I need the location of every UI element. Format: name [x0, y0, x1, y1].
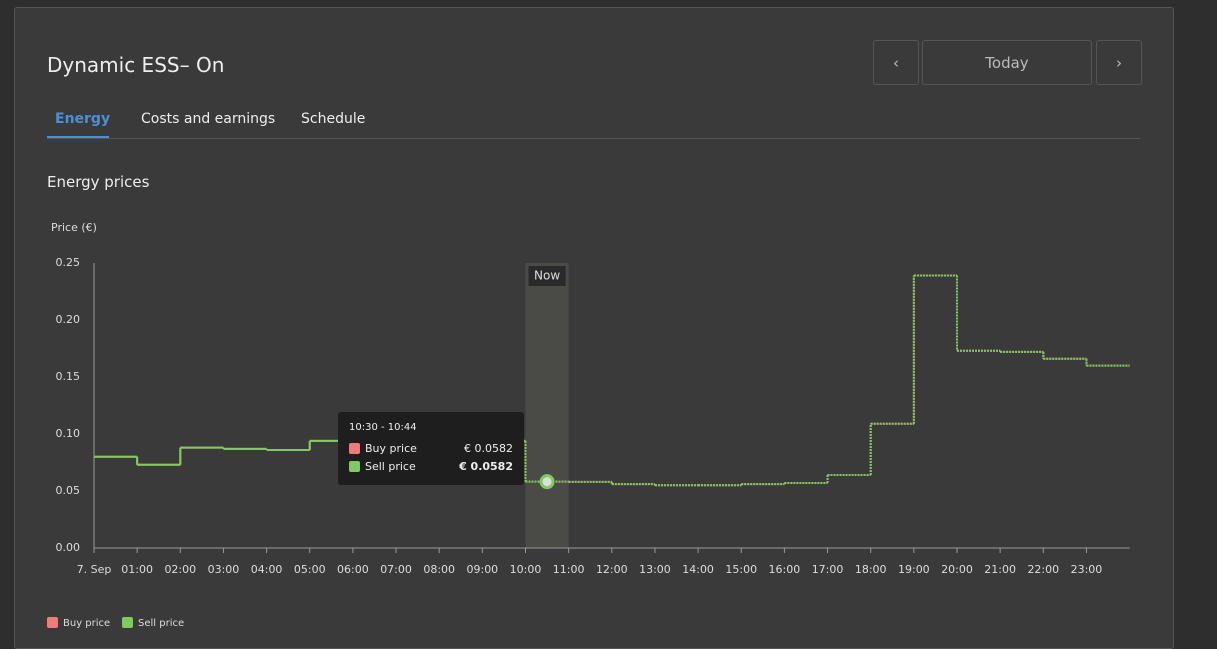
y-tick-label: 0.10: [56, 427, 81, 440]
y-tick-label: 0.15: [56, 370, 81, 383]
x-tick-label: 04:00: [251, 563, 283, 576]
x-tick-label: 18:00: [855, 563, 887, 576]
next-button[interactable]: ›: [1096, 40, 1142, 85]
tooltip-swatch: [349, 443, 360, 454]
x-tick-label: 16:00: [769, 563, 801, 576]
tab-underline: [47, 136, 109, 138]
tooltip: 10:30 - 10:44 Buy price € 0.0582 Sell pr…: [338, 412, 524, 485]
y-tick-label: 0.25: [56, 256, 81, 269]
legend-label: Sell price: [138, 618, 184, 629]
y-tick-label: 0.00: [56, 541, 81, 554]
x-tick-label: 08:00: [423, 563, 455, 576]
now-label-bg: [528, 266, 566, 286]
legend-swatch: [47, 617, 58, 628]
x-tick-label: 7. Sep: [77, 563, 112, 576]
y-tick-label: 0.20: [56, 313, 81, 326]
tab[interactable]: Energy: [55, 111, 111, 127]
date-button[interactable]: Today: [922, 40, 1092, 85]
x-tick-label: 13:00: [639, 563, 671, 576]
tab-divider: [47, 138, 1140, 139]
x-tick-label: 10:00: [510, 563, 542, 576]
tooltip-time: 10:30 - 10:44: [349, 422, 417, 433]
x-tick-label: 21:00: [984, 563, 1016, 576]
x-tick-label: 09:00: [466, 563, 498, 576]
page-title: Dynamic ESS– On: [47, 53, 225, 77]
prev-button[interactable]: ‹: [873, 40, 919, 85]
tooltip-value: € 0.0582: [464, 442, 513, 455]
section-title: Energy prices: [47, 173, 150, 191]
x-tick-label: 03:00: [208, 563, 240, 576]
x-tick-label: 02:00: [164, 563, 196, 576]
hover-point: [539, 474, 555, 490]
x-tick-label: 05:00: [294, 563, 326, 576]
tooltip-value: € 0.0582: [459, 460, 513, 473]
y-tick-label: 0.05: [56, 484, 81, 497]
x-tick-label: 12:00: [596, 563, 628, 576]
x-tick-label: 11:00: [553, 563, 585, 576]
x-tick-label: 07:00: [380, 563, 412, 576]
x-tick-label: 23:00: [1071, 563, 1103, 576]
x-tick-label: 17:00: [812, 563, 844, 576]
tab[interactable]: Schedule: [301, 111, 366, 127]
chart: Now Price (€) 0.00 0.05 0.10 0.15 0.20 0.25 7. S…: [47, 221, 1130, 629]
legend-swatch: [122, 617, 133, 628]
page: Dynamic ESS– On ‹ Today › Energy Costs a…: [14, 7, 1174, 649]
tooltip-swatch: [349, 461, 360, 472]
x-tick-label: 06:00: [337, 563, 369, 576]
legend-label: Buy price: [63, 618, 110, 629]
x-tick-label: 14:00: [682, 563, 714, 576]
tooltip-name: Sell price: [365, 460, 416, 473]
tooltip-name: Buy price: [365, 442, 417, 455]
card: [14, 7, 1174, 649]
x-tick-label: 19:00: [898, 563, 930, 576]
now-label: Now: [534, 269, 560, 283]
x-tick-label: 15:00: [725, 563, 757, 576]
x-tick-label: 01:00: [121, 563, 153, 576]
y-axis-label: Price (€): [51, 221, 97, 234]
x-tick-label: 20:00: [941, 563, 973, 576]
now-band: [525, 263, 569, 548]
x-tick-label: 22:00: [1027, 563, 1059, 576]
tab[interactable]: Costs and earnings: [141, 111, 276, 127]
